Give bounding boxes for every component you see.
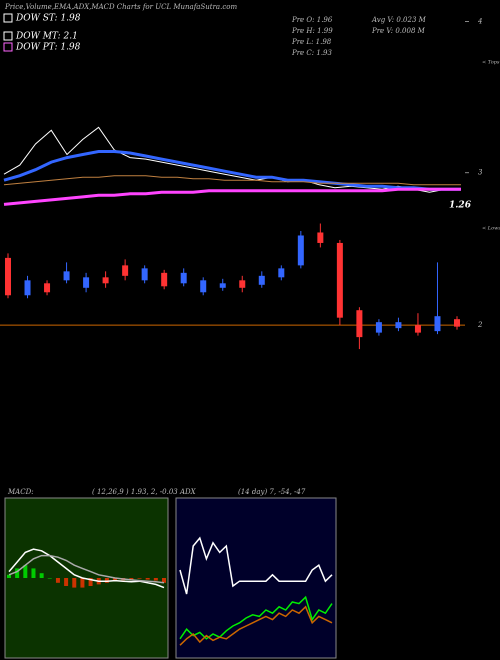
- candle-body: [122, 265, 129, 276]
- histogram-bar: [145, 578, 150, 580]
- y-tick-label: 2: [477, 321, 483, 329]
- series-line: [179, 536, 333, 595]
- histogram-bar: [23, 565, 28, 578]
- series-line: [3, 126, 461, 193]
- candle-body: [258, 275, 265, 285]
- panel-params: ( 12,26,9 ) 1.93, 2, -0.03: [92, 488, 178, 496]
- candle-body: [83, 277, 90, 288]
- histogram-bar: [47, 578, 52, 579]
- histogram-bar: [113, 578, 118, 581]
- panel-bg: [175, 497, 337, 659]
- candle-body: [434, 316, 441, 332]
- histogram-bar: [64, 578, 69, 586]
- legend-label: DOW ST: 1.98: [15, 14, 81, 24]
- legend-swatch: [3, 42, 13, 52]
- info-text: Avg V: 0.023 M: [371, 16, 427, 24]
- histogram-bar: [153, 578, 158, 581]
- histogram-bar: [31, 568, 36, 578]
- histogram-bar: [7, 574, 11, 578]
- info-text: Pre C: 1.93: [291, 49, 332, 57]
- candle-body: [317, 232, 324, 243]
- legend-swatch: [3, 13, 13, 23]
- series-line: [179, 595, 333, 640]
- histogram-bar: [15, 568, 20, 578]
- candle-body: [63, 271, 70, 281]
- candle-body: [102, 277, 109, 284]
- histogram-bar: [55, 578, 60, 583]
- tops-label: < Tops: [482, 60, 500, 66]
- legend-swatch: [3, 31, 13, 41]
- candle-body: [297, 235, 304, 266]
- candle-body: [414, 325, 421, 333]
- info-text: Pre O: 1.96: [291, 16, 333, 24]
- series-line: [3, 175, 461, 186]
- candle-body: [278, 268, 285, 278]
- info-text: Pre V: 0.008 M: [371, 27, 426, 35]
- legend-label: DOW PT: 1.98: [15, 43, 81, 53]
- info-text: Pre H: 1.99: [291, 27, 333, 35]
- y-tick-label: 4: [477, 18, 482, 26]
- series-line: [3, 187, 461, 206]
- lows-label: < Lows: [482, 226, 500, 232]
- candle-body: [219, 283, 226, 288]
- histogram-bar: [72, 578, 77, 588]
- chart-title: Price,Volume,EMA,ADX,MACD Charts for UCL…: [4, 3, 237, 11]
- histogram-bar: [80, 578, 85, 588]
- series-line: [179, 605, 333, 646]
- series-line: [3, 150, 461, 191]
- histogram-bar: [88, 578, 93, 586]
- histogram-bar: [137, 578, 142, 579]
- candle-body: [200, 280, 207, 293]
- histogram-bar: [104, 578, 109, 583]
- panel-label: ADX: [179, 488, 197, 496]
- last-price: 1.26: [449, 201, 472, 211]
- panel-params: (14 day) 7, -54, -47: [238, 488, 306, 496]
- panel-bg: [4, 497, 169, 659]
- candle-body: [44, 283, 51, 293]
- candle-body: [395, 322, 402, 329]
- candle-body: [356, 310, 363, 338]
- histogram-bar: [39, 573, 44, 578]
- candle-body: [5, 257, 11, 296]
- candle-body: [180, 272, 187, 284]
- candle-body: [141, 268, 148, 281]
- histogram-bar: [162, 578, 166, 583]
- series-line: [8, 554, 165, 584]
- histogram-bar: [129, 578, 134, 580]
- y-tick-label: 3: [478, 169, 483, 177]
- legend-label: DOW MT: 2.1: [15, 32, 78, 42]
- candle-body: [239, 280, 246, 288]
- info-text: Pre L: 1.98: [291, 38, 332, 46]
- candle-body: [454, 319, 460, 327]
- candle-body: [336, 242, 343, 318]
- candle-body: [24, 280, 31, 296]
- candle-body: [161, 272, 168, 287]
- panel-label: MACD:: [7, 488, 34, 496]
- candle-body: [375, 322, 382, 333]
- series-line: [8, 548, 165, 589]
